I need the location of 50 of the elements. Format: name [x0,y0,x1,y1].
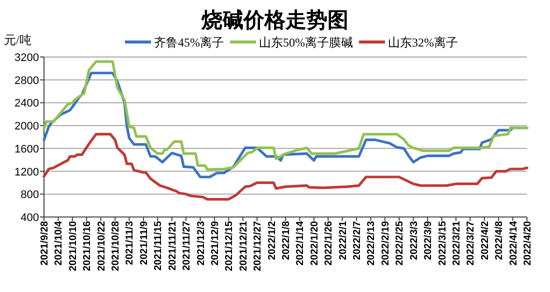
y-tick-label: 2000 [14,120,39,133]
x-tick-label: 2022/3/9 [423,220,434,260]
y-tick-label: 1600 [14,143,39,156]
x-tick-label: 2021/9/28 [40,220,50,266]
x-tick-label: 2021/10/28 [110,220,122,272]
x-tick-label: 2021/10/16 [82,220,94,272]
x-tick-label: 2022/2/7 [352,220,364,260]
x-tick-label: 2021/10/4 [54,220,65,266]
x-tick-label: 2021/12/9 [210,220,221,266]
x-tick-label: 2022/3/15 [437,220,448,266]
line-series [42,60,528,171]
x-tick-label: 2021/12/15 [224,220,236,272]
x-tick-label: 2022/3/27 [466,220,477,266]
x-tick-label: 2022/4/2 [480,220,491,260]
y-tick-label: 800 [20,189,39,202]
x-tick-label: 2022/3/3 [408,220,420,260]
x-tick-label: 2021/11/27 [182,220,193,270]
chart-title: 烧碱价格走势图 [200,8,348,32]
y-tick-label: 3200 [14,52,39,64]
legend-label: 齐鲁45%离子 [154,36,224,50]
x-tick-label: 2022/1/8 [281,220,292,260]
x-tick-label: 2022/2/19 [380,220,392,266]
x-tick-label: 2021/10/10 [68,220,79,272]
x-tick-label: 2022/1/20 [309,220,320,266]
line-series [42,132,528,201]
x-tick-label: 2021/12/3 [196,220,207,266]
x-tick-label: 2022/2/1 [338,220,349,260]
legend-label: 山东50%离子膜碱 [259,36,353,50]
y-tick-label: 400 [20,212,39,224]
x-tick-label: 2021/11/15 [153,220,164,270]
x-tick-label: 2021/11/3 [124,220,136,265]
x-tick-label: 2022/2/25 [394,220,406,266]
y-tick-label: 1200 [14,166,39,178]
x-tick-label: 2021/11/9 [138,220,150,265]
x-tick-label: 2022/4/20 [522,220,534,266]
x-tick-label: 2022/1/26 [324,220,335,266]
x-tick-label: 2022/1/2 [266,220,278,260]
y-tick-label: 2800 [14,74,39,87]
x-tick-label: 2022/1/14 [295,220,306,266]
x-tick-label: 2022/2/13 [366,220,378,266]
legend-label: 山东32%离子 [388,36,458,50]
x-tick-label: 2021/12/21 [238,220,250,272]
x-tick-label: 2022/3/21 [451,220,462,266]
x-tick-label: 2022/4/14 [508,220,520,266]
y-axis-title: 元/吨 [4,33,32,47]
x-tick-label: 2021/10/22 [96,220,108,272]
x-tick-label: 2021/12/27 [252,220,264,272]
x-tick-label: 2022/4/8 [494,220,506,260]
y-tick-label: 2400 [14,98,39,110]
x-tick-label: 2021/11/21 [167,220,178,270]
